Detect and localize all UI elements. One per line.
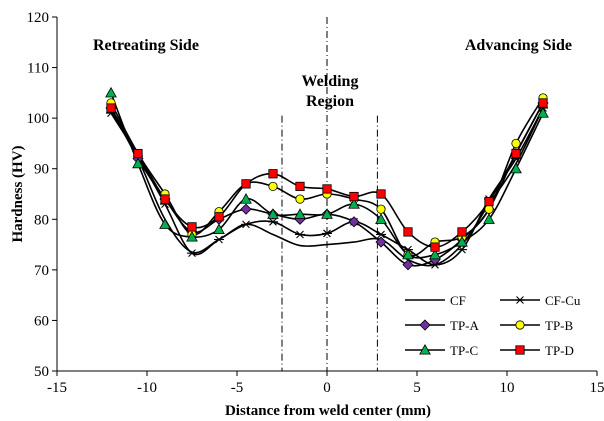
- data-point-tp-c: [159, 218, 171, 229]
- data-point-tp-b: [376, 204, 386, 214]
- annotation-center-1: Welding: [302, 73, 359, 90]
- legend-label: CF: [450, 293, 466, 308]
- axes: 50 60 70 80 90 100 110 120 -15 -10 -5 0 5 10 15: [27, 10, 604, 396]
- data-point-cf-cu: [268, 217, 278, 226]
- legend-item-tp-c: TP-C: [405, 343, 478, 358]
- data-point-tp-b: [268, 181, 278, 192]
- data-point-tp-c: [186, 230, 198, 242]
- annotation-right: Advancing Side: [465, 37, 572, 54]
- y-tick-label: 110: [27, 61, 49, 77]
- x-tick-label: -5: [231, 380, 244, 396]
- data-point-tp-a: [348, 216, 360, 228]
- y-tick-label: 80: [34, 212, 49, 228]
- data-point-tp-c: [213, 223, 225, 234]
- legend-marker: [515, 345, 525, 355]
- data-point-cf-cu: [295, 230, 305, 239]
- data-point-tp-b: [511, 138, 521, 149]
- x-tick-label: 0: [323, 380, 331, 396]
- data-point-tp-c: [240, 193, 252, 204]
- data-point-tp-d: [403, 227, 413, 237]
- data-point-tp-c: [294, 208, 306, 219]
- data-point-tp-d: [268, 169, 278, 179]
- legend-label: TP-C: [450, 343, 478, 358]
- data-point-tp-a: [375, 236, 387, 248]
- y-tick-label: 120: [27, 10, 50, 26]
- data-point-tp-c: [132, 157, 144, 169]
- x-tick-label: 10: [500, 380, 515, 396]
- data-point-tp-c: [429, 248, 441, 260]
- y-tick-label: 90: [34, 162, 49, 178]
- data-point-tp-d: [295, 181, 305, 192]
- markers-group: [105, 86, 549, 271]
- data-point-cf-cu: [457, 245, 467, 254]
- data-point-tp-d: [376, 189, 386, 199]
- data-point-tp-d: [457, 227, 467, 237]
- x-tick-label: 15: [590, 380, 604, 396]
- data-point-tp-c: [321, 208, 333, 219]
- data-point-tp-c: [348, 198, 360, 209]
- axis-titles: Distance from weld center (mm) Hardness …: [10, 145, 431, 419]
- data-point-tp-c: [105, 86, 117, 98]
- data-point-tp-c: [456, 236, 468, 247]
- data-point-tp-c: [483, 213, 495, 224]
- data-point-tp-d: [430, 242, 440, 252]
- x-tick-label: -15: [47, 380, 67, 396]
- y-tick-label: 70: [34, 263, 49, 279]
- data-point-tp-d: [187, 222, 197, 232]
- data-point-tp-a: [402, 259, 414, 271]
- data-point-tp-d: [106, 103, 116, 113]
- data-point-tp-d: [538, 98, 548, 108]
- legend-label: TP-A: [450, 318, 480, 333]
- data-point-tp-d: [511, 148, 521, 159]
- legend-item-cf: CF: [405, 293, 466, 308]
- legend-item-cf-cu: CF-Cu: [500, 293, 581, 308]
- data-point-cf-cu: [322, 229, 332, 238]
- data-point-tp-d: [214, 212, 224, 222]
- legend-label: TP-B: [545, 318, 574, 333]
- annotation-center-2: Region: [306, 93, 354, 110]
- data-point-tp-c: [402, 248, 414, 260]
- data-point-tp-c: [267, 208, 279, 219]
- legend-label: TP-D: [545, 343, 574, 358]
- data-point-tp-d: [322, 184, 332, 194]
- x-tick-label: -10: [137, 380, 157, 396]
- series-line-cf: [110, 107, 544, 267]
- data-point-cf-cu: [187, 249, 197, 258]
- data-point-tp-c: [537, 107, 549, 118]
- data-point-cf-cu: [376, 230, 386, 239]
- y-tick-label: 50: [34, 364, 49, 380]
- legend-marker: [515, 320, 525, 330]
- legend-item-tp-a: TP-A: [405, 318, 480, 333]
- legend-marker: [515, 296, 525, 304]
- y-tick-label: 60: [34, 313, 49, 329]
- data-point-tp-a: [240, 203, 252, 215]
- legend-marker: [419, 319, 431, 331]
- legend: CF CF-Cu TP-A TP-B TP-C TP-D: [405, 293, 581, 358]
- data-point-tp-b: [484, 204, 494, 214]
- data-point-tp-d: [241, 179, 251, 189]
- y-axis-title: Hardness (HV): [10, 145, 26, 242]
- data-point-tp-c: [510, 162, 522, 174]
- data-point-tp-d: [160, 194, 170, 204]
- data-point-tp-b: [295, 194, 305, 204]
- annotations: Retreating Side Advancing Side Welding R…: [93, 37, 572, 110]
- data-point-tp-c: [375, 213, 387, 224]
- legend-item-tp-d: TP-D: [500, 343, 574, 358]
- x-tick-label: 5: [413, 380, 421, 396]
- legend-label: CF-Cu: [545, 293, 581, 308]
- data-point-cf-cu: [241, 220, 251, 229]
- annotation-left: Retreating Side: [93, 37, 199, 54]
- legend-marker: [419, 343, 431, 355]
- data-point-tp-d: [349, 191, 359, 202]
- legend-item-tp-b: TP-B: [500, 318, 574, 333]
- y-tick-label: 100: [27, 111, 50, 127]
- x-axis-title: Distance from weld center (mm): [225, 403, 431, 419]
- data-point-tp-d: [133, 148, 143, 159]
- data-point-cf-cu: [214, 235, 224, 244]
- data-point-tp-d: [484, 196, 494, 207]
